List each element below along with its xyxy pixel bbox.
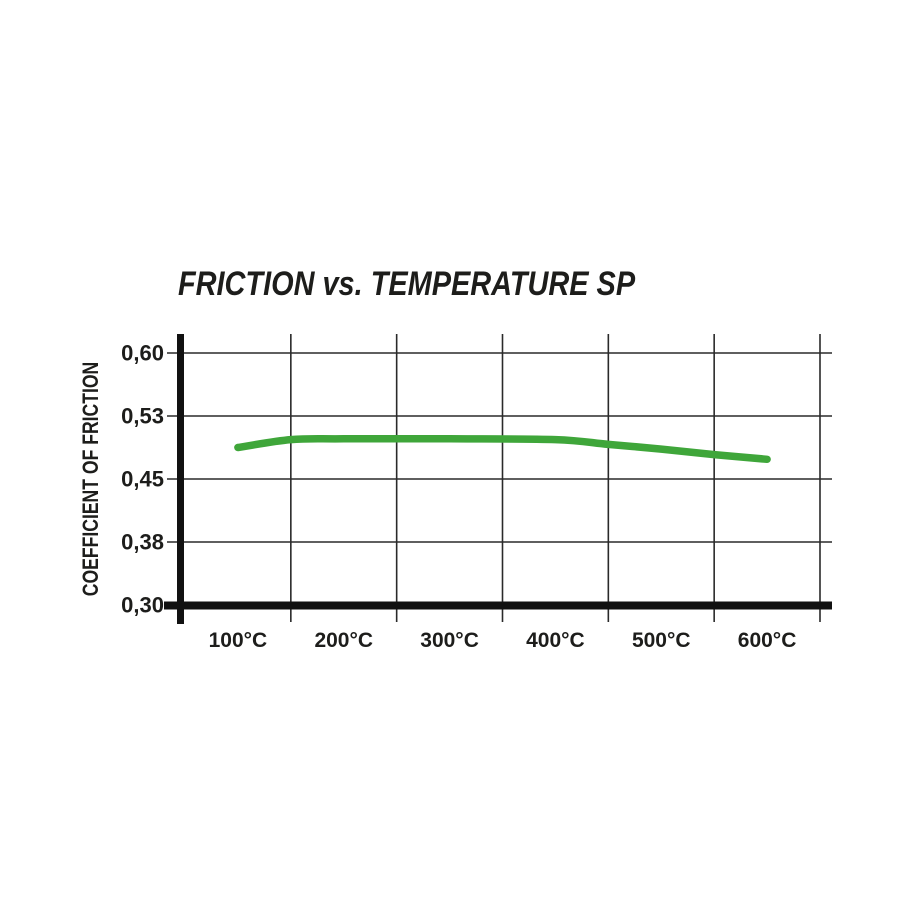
friction-series-line — [234, 434, 771, 464]
x-tick-label: 400°C — [526, 629, 585, 652]
chart-title: FRICTION vs. TEMPERATURE SP — [178, 265, 636, 303]
y-tick-label: 0,38 — [121, 530, 164, 555]
y-tick-label: 0,30 — [121, 593, 164, 618]
x-tick-label: 500°C — [632, 629, 691, 652]
x-tick-label: 600°C — [738, 629, 797, 652]
x-tick-label: 100°C — [209, 629, 268, 652]
plot-area: 0,60 0,53 0,45 0,38 0,30 100°C 200°C 300°C 400°C… — [121, 334, 832, 652]
y-tick-label: 0,53 — [121, 404, 164, 429]
x-tick-label: 300°C — [420, 629, 479, 652]
y-tick-label: 0,60 — [121, 341, 164, 366]
y-axis-title: COEFFICIENT OF FRICTION — [79, 362, 103, 596]
x-tick-label: 200°C — [314, 629, 373, 652]
y-tick-label: 0,45 — [121, 467, 164, 492]
